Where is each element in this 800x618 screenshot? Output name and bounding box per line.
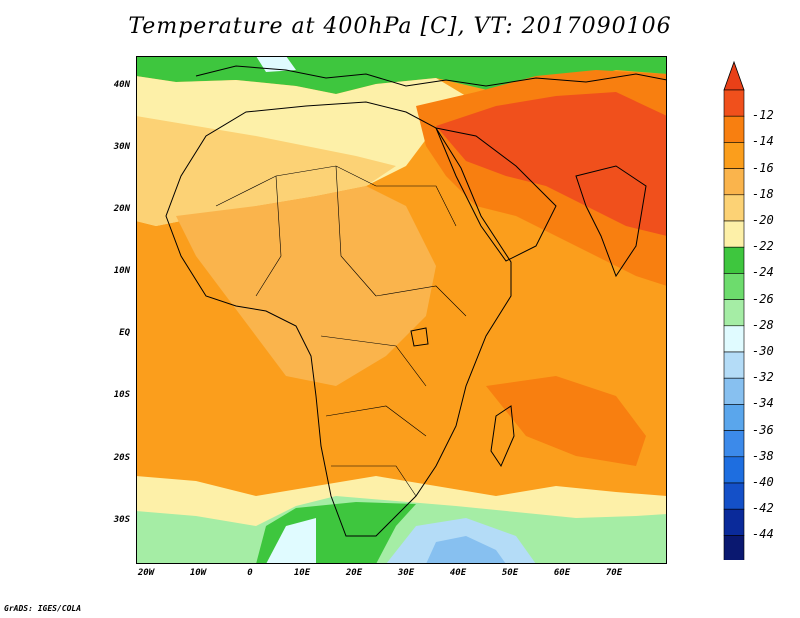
lon-label-30e: 30E xyxy=(397,568,415,578)
legend-swatch xyxy=(723,404,745,431)
arabia-outline xyxy=(435,127,557,262)
map-panel xyxy=(136,56,667,564)
lon-label-60e: 60E xyxy=(553,568,571,578)
legend-level-label: -20 xyxy=(752,213,774,227)
map-frame xyxy=(136,56,667,564)
legend-swatch xyxy=(723,535,745,560)
legend-level-label: -36 xyxy=(752,422,774,437)
lon-label-0: 0 xyxy=(247,568,253,578)
india-outline xyxy=(575,165,647,278)
arabia-hot-core xyxy=(436,92,667,236)
lat-label-eq: EQ xyxy=(119,328,130,338)
map-title: Temperature at 400hPa [C], VT: 201709010… xyxy=(128,14,672,39)
lon-label-10e: 10E xyxy=(293,568,311,578)
lake-victoria xyxy=(410,327,429,347)
legend-swatch xyxy=(723,351,745,379)
lon-label-40e: 40E xyxy=(449,568,467,578)
lon-label-70e: 70E xyxy=(605,568,623,578)
lon-label-20e: 20E xyxy=(345,568,363,578)
legend-level-label: -40 xyxy=(752,475,774,489)
legend-swatch xyxy=(723,273,745,300)
legend-level-label: -16 xyxy=(752,160,774,175)
south-cold-patch-west xyxy=(266,518,316,564)
legend-level-label: -14 xyxy=(752,134,774,149)
legend-level-label: -22 xyxy=(752,239,774,254)
legend-level-label: -32 xyxy=(752,370,774,385)
africa-outline xyxy=(165,101,512,537)
legend-swatch xyxy=(723,456,745,484)
legend-level-label: -42 xyxy=(752,501,774,516)
legend-swatch xyxy=(723,377,745,405)
legend-swatch xyxy=(723,142,745,169)
south-colder-patch xyxy=(426,536,506,564)
legend-level-label: -30 xyxy=(752,344,774,358)
legend-swatch xyxy=(723,246,745,274)
indian-ocean-warm-patch xyxy=(486,376,646,466)
lat-label-30s: 30S xyxy=(113,515,130,525)
legend-level-label: -24 xyxy=(752,265,774,280)
lat-label-40n: 40N xyxy=(113,80,130,90)
legend-swatch xyxy=(723,194,745,222)
lat-label-20n: 20N xyxy=(113,204,130,214)
legend-level-label: -34 xyxy=(752,396,774,411)
legend-level-label: -28 xyxy=(752,317,774,332)
legend-level-label: -38 xyxy=(752,448,774,463)
temperature-map xyxy=(136,56,667,564)
legend-swatch xyxy=(723,89,745,117)
color-legend-bar xyxy=(723,60,745,560)
central-africa-light-orange xyxy=(176,186,436,386)
legend-swatch xyxy=(723,325,745,353)
lat-label-20s: 20S xyxy=(113,453,130,463)
legend-swatch xyxy=(723,299,745,327)
madagascar-outline xyxy=(490,405,515,468)
legend-swatch xyxy=(723,220,745,248)
legend-level-label: -12 xyxy=(752,108,774,123)
legend-swatch xyxy=(723,508,745,536)
legend-swatch xyxy=(723,115,745,143)
legend-swatch xyxy=(723,168,745,196)
lat-label-10n: 10N xyxy=(113,266,130,276)
lon-label-50e: 50E xyxy=(501,568,519,578)
legend-level-label: -26 xyxy=(752,291,774,306)
legend-level-label: -44 xyxy=(752,527,774,542)
lon-label-20w: 20W xyxy=(137,568,155,578)
lat-label-10s: 10S xyxy=(113,390,130,400)
legend-swatch xyxy=(723,482,745,510)
mediterranean-coast xyxy=(195,65,667,87)
lon-label-10w: 10W xyxy=(189,568,207,578)
lat-label-30n: 30N xyxy=(113,142,130,152)
grads-credit: GrADS: IGES/COLA xyxy=(4,604,82,613)
legend-swatch xyxy=(723,430,745,458)
legend-top-arrow xyxy=(723,60,745,91)
country-borders xyxy=(215,165,467,497)
legend-level-label: -18 xyxy=(752,186,774,201)
